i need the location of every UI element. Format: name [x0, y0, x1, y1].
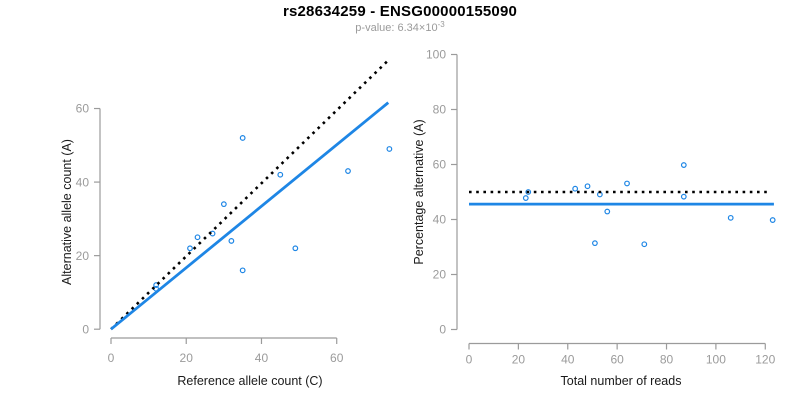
data-point [292, 245, 299, 252]
right-plot-xlabel: Total number of reads [560, 374, 682, 388]
y-tick-label: 20 [76, 249, 90, 263]
y-tick-label: 100 [426, 48, 446, 62]
data-point [680, 162, 687, 168]
y-tick-label: 60 [76, 102, 90, 116]
data-point [194, 234, 201, 241]
y-tick-label: 40 [433, 213, 447, 227]
data-point [584, 183, 591, 190]
x-tick-label: 40 [255, 351, 269, 365]
pvalue-exponent: -3 [437, 20, 445, 29]
figure-title: rs28634259 - ENSG00000155090 [282, 3, 518, 20]
data-point [641, 241, 648, 248]
x-tick-label: 60 [330, 351, 344, 365]
x-tick-label: 20 [512, 353, 526, 367]
right-plot: 0 20 40 60 80 100 0 20 40 60 80 100 120 [426, 48, 776, 367]
left-plot: 0 20 40 60 0 20 40 60 [76, 58, 393, 365]
data-point [525, 189, 532, 195]
x-tick-label: 100 [706, 353, 726, 367]
x-tick-label: 80 [660, 353, 674, 367]
data-point [727, 214, 734, 221]
data-point [228, 238, 235, 244]
y-tick-label: 80 [433, 103, 447, 117]
y-tick-label: 0 [439, 323, 446, 337]
data-point [239, 135, 246, 141]
data-point [345, 168, 351, 174]
x-tick-label: 20 [180, 351, 194, 365]
x-tick-label: 60 [610, 353, 624, 367]
data-point [239, 267, 246, 274]
data-point [592, 240, 598, 247]
identity-line [110, 58, 391, 331]
left-plot-xlabel: Reference allele count (C) [177, 374, 323, 388]
data-point [680, 193, 687, 200]
data-point [153, 282, 160, 288]
x-tick-label: 0 [466, 353, 473, 367]
y-tick-label: 40 [76, 175, 90, 189]
data-point [187, 245, 193, 252]
fit-line [110, 101, 390, 331]
x-tick-label: 120 [755, 353, 775, 367]
y-tick-label: 0 [82, 322, 89, 336]
figure-subtitle: p-value: 6.34×10-3 [0, 20, 800, 34]
data-point [277, 171, 284, 178]
data-point [386, 146, 393, 152]
data-point [769, 217, 776, 223]
x-tick-label: 0 [108, 351, 115, 365]
x-tick-label: 40 [561, 353, 575, 367]
right-plot-ylabel: Percentage alternative (A) [412, 119, 426, 265]
y-tick-label: 60 [433, 158, 447, 172]
data-point [604, 208, 611, 215]
pvalue-text: p-value: 6.34×10 [355, 22, 438, 34]
data-point [220, 201, 227, 208]
data-point [624, 180, 630, 187]
data-point [572, 185, 579, 192]
left-plot-ylabel: Alternative allele count (A) [60, 139, 74, 285]
y-tick-label: 20 [433, 268, 447, 282]
data-point [522, 195, 529, 201]
